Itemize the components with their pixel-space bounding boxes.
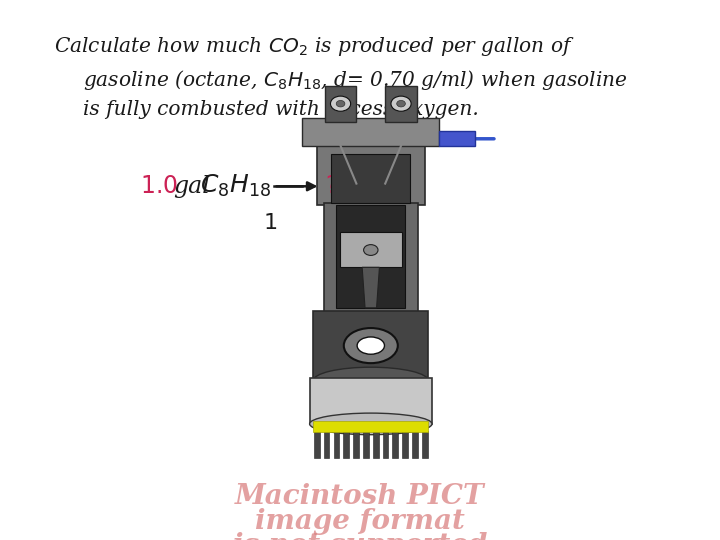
Bar xyxy=(402,431,408,458)
Bar xyxy=(336,205,405,308)
Circle shape xyxy=(336,100,345,107)
Bar xyxy=(340,232,402,267)
Text: $\mathit{1.0}$: $\mathit{1.0}$ xyxy=(140,175,179,198)
Bar xyxy=(354,431,359,458)
Bar xyxy=(313,421,428,432)
Circle shape xyxy=(364,245,378,255)
Ellipse shape xyxy=(313,367,428,394)
Text: $\mathit{1}$: $\mathit{1}$ xyxy=(263,212,277,234)
Text: is fully combusted with excess oxygen.: is fully combusted with excess oxygen. xyxy=(83,100,479,119)
Text: Macintosh PICT: Macintosh PICT xyxy=(235,483,485,510)
Ellipse shape xyxy=(310,413,432,435)
Ellipse shape xyxy=(344,328,397,363)
Polygon shape xyxy=(362,267,379,308)
Circle shape xyxy=(330,96,351,111)
Bar xyxy=(363,431,369,458)
Text: gal: gal xyxy=(173,175,210,198)
Text: gasoline (octane, $\mathit{C_8H_{18}}$, d= 0.70 g/ml) when gasoline: gasoline (octane, $\mathit{C_8H_{18}}$, … xyxy=(83,68,628,91)
Bar xyxy=(412,431,418,458)
Bar xyxy=(325,86,356,122)
Bar xyxy=(324,431,330,458)
Bar xyxy=(314,431,320,458)
Text: $\mathit{?}$ lb: $\mathit{?}$ lb xyxy=(325,175,369,198)
Bar xyxy=(385,86,417,122)
Bar xyxy=(333,431,339,458)
Bar xyxy=(302,118,439,146)
Polygon shape xyxy=(439,131,475,146)
Bar xyxy=(373,431,379,458)
Text: Calculate how much $\mathit{CO_2}$ is produced per gallon of: Calculate how much $\mathit{CO_2}$ is pr… xyxy=(54,35,575,58)
Bar xyxy=(382,431,388,458)
Bar xyxy=(343,431,349,458)
Bar xyxy=(331,154,410,202)
Circle shape xyxy=(397,100,405,107)
Ellipse shape xyxy=(357,337,384,354)
Text: $\mathit{CO_2}$: $\mathit{CO_2}$ xyxy=(361,173,410,199)
Bar xyxy=(422,431,428,458)
Bar xyxy=(324,202,418,313)
Bar xyxy=(317,143,425,205)
Text: image format: image format xyxy=(255,508,465,535)
Bar xyxy=(310,378,432,424)
Bar xyxy=(392,431,398,458)
Text: is not supported: is not supported xyxy=(233,532,487,540)
Text: $\mathit{C_8H_{18}}$: $\mathit{C_8H_{18}}$ xyxy=(200,173,271,199)
Circle shape xyxy=(391,96,411,111)
Bar xyxy=(313,310,428,378)
